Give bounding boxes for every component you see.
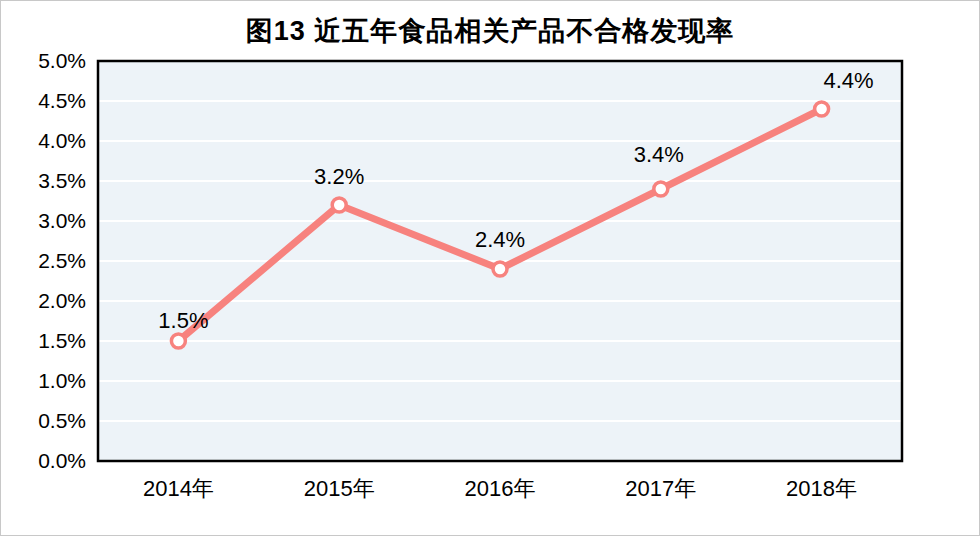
data-point-label: 3.2% — [314, 164, 364, 189]
x-axis-tick-label: 2015年 — [304, 476, 375, 501]
data-point-label: 4.4% — [824, 68, 874, 93]
y-axis-tick-label: 0.5% — [38, 409, 86, 432]
data-point-marker — [332, 198, 346, 212]
x-axis-tick-label: 2016年 — [465, 476, 536, 501]
x-axis-tick-label: 2014年 — [143, 476, 214, 501]
y-axis-tick-label: 4.0% — [38, 129, 86, 152]
chart-frame: 图13 近五年食品相关产品不合格发现率 0.0%0.5%1.0%1.5%2.0%… — [0, 0, 980, 536]
data-point-marker — [171, 334, 185, 348]
data-point-label: 2.4% — [475, 227, 525, 252]
y-axis-tick-label: 2.0% — [38, 289, 86, 312]
y-axis-tick-label: 5.0% — [38, 49, 86, 72]
data-point-label: 3.4% — [634, 142, 684, 167]
y-axis-tick-label: 0.0% — [38, 449, 86, 472]
y-axis-tick-label: 1.5% — [38, 329, 86, 352]
data-point-marker — [654, 182, 668, 196]
data-point-label: 1.5% — [158, 308, 208, 333]
y-axis-tick-label: 3.0% — [38, 209, 86, 232]
line-chart-canvas: 0.0% 0.5% 1.0% 1.5% 2.0% 2.5% 3.0% 3.5% 4.0% 4.5%… — [1, 1, 980, 536]
y-axis-tick-label: 4.5% — [38, 89, 86, 112]
y-axis-tick-label: 1.0% — [38, 369, 86, 392]
data-point-marker — [815, 102, 829, 116]
x-axis-tick-label: 2018年 — [786, 476, 857, 501]
data-point-marker — [493, 262, 507, 276]
y-axis-tick-label: 3.5% — [38, 169, 86, 192]
y-axis-tick-label: 2.5% — [38, 249, 86, 272]
x-axis-tick-label: 2017年 — [625, 476, 696, 501]
